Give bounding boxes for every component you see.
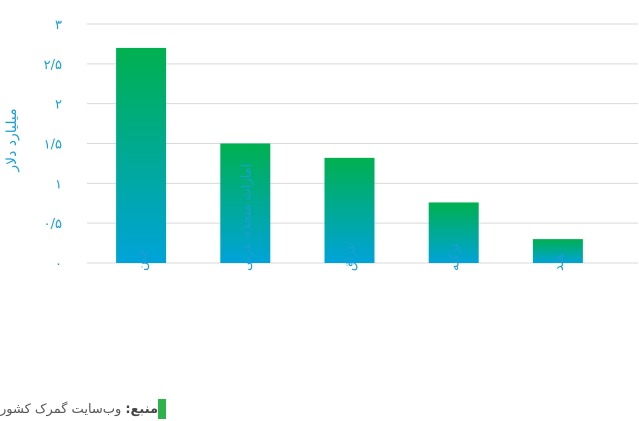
y-tick-label: ۱/۵ (44, 138, 62, 153)
bar-4 (532, 239, 583, 263)
source-swatch (158, 399, 167, 419)
y-tick-label: ۳ (55, 18, 62, 33)
category-label-1: امارات متحده عربی (239, 164, 254, 271)
x-axis-categories: چین امارات متحده عربی عراق ترکیه هند (135, 164, 567, 271)
category-label-2: عراق (344, 242, 359, 271)
y-tick-label: ۲ (55, 98, 62, 113)
bar-2 (324, 157, 375, 263)
y-axis-ticks: ۰ ۰/۵ ۱ ۱/۵ ۲ ۲/۵ ۳ (44, 18, 62, 272)
bars (116, 47, 583, 264)
category-label-3: ترکیه (448, 243, 463, 271)
chart-area: ۰ ۰/۵ ۱ ۱/۵ ۲ ۲/۵ ۳ چین امارات متحده عربی عراق تر… (4, 18, 638, 272)
category-label-0: چین (135, 249, 150, 271)
y-tick-label: ۰/۵ (44, 217, 62, 232)
source-text: وب‌سایت گمرک کشور (0, 401, 122, 417)
bar-1 (220, 143, 271, 263)
source-note: منبع: وب‌سایت گمرک کشور (0, 398, 450, 420)
bar-3 (428, 202, 479, 263)
y-axis-title: میلیارد دلار (4, 108, 20, 172)
y-tick-label: ۱ (55, 177, 62, 192)
y-tick-label: ۰ (55, 257, 62, 272)
y-tick-label: ۲/۵ (44, 58, 62, 73)
category-label-4: هند (552, 253, 567, 271)
source-label: منبع: (125, 401, 159, 417)
bar-0 (116, 47, 167, 264)
